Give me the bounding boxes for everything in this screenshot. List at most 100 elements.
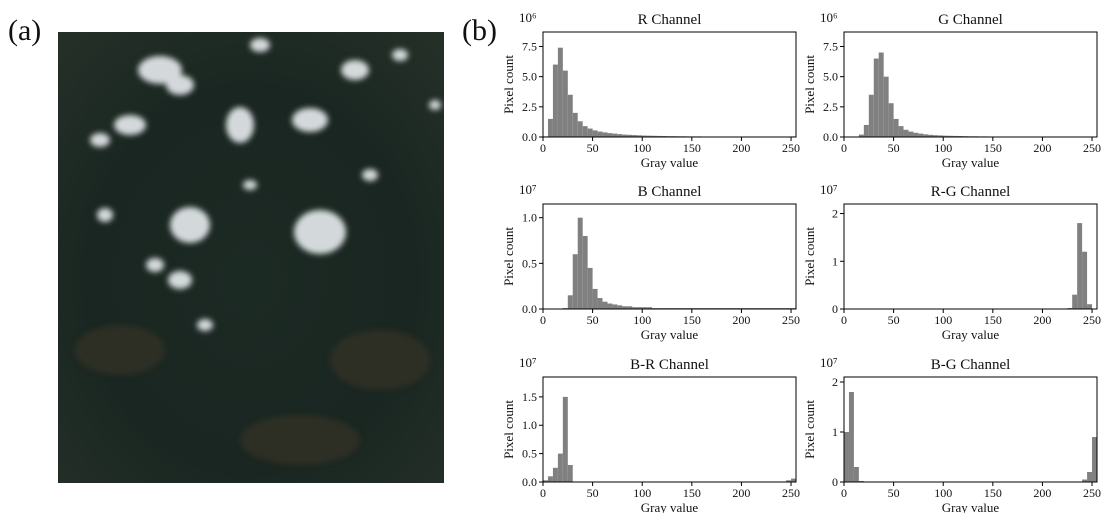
y-tick-label: 1.0 bbox=[522, 418, 537, 432]
histogram-bar bbox=[918, 133, 924, 137]
histogram-bar bbox=[791, 478, 796, 482]
histogram-bar bbox=[572, 254, 578, 309]
x-axis-label: Gray value bbox=[942, 155, 1000, 170]
y-axis-label: Pixel count bbox=[501, 227, 516, 286]
histogram-chart: 0 50 100 150 200 250 0.0 2.5 5.0 7.5 G Channel 10⁶ G… bbox=[802, 10, 1101, 170]
histogram-bar bbox=[908, 131, 914, 137]
histogram-bar bbox=[888, 103, 894, 137]
histogram-bar bbox=[547, 118, 553, 137]
histogram-bar bbox=[602, 132, 608, 137]
histogram-bar bbox=[627, 134, 633, 137]
x-tick-label: 150 bbox=[984, 313, 1002, 327]
x-tick-label: 50 bbox=[888, 486, 900, 500]
x-tick-label: 150 bbox=[683, 313, 701, 327]
x-tick-label: 200 bbox=[732, 141, 750, 155]
histogram-bar bbox=[637, 135, 643, 137]
plot-frame bbox=[542, 203, 797, 310]
plot-frame bbox=[843, 376, 1098, 483]
x-tick-label: 100 bbox=[934, 486, 952, 500]
histogram-bar bbox=[1082, 479, 1088, 482]
histogram-chart: 0 50 100 150 200 250 0 1 2 R-G Channel 10⁷ Gray val… bbox=[802, 182, 1101, 342]
y-scale-label: 10⁷ bbox=[820, 182, 838, 197]
y-tick-label: 1 bbox=[832, 254, 838, 268]
histogram-bar bbox=[652, 135, 658, 137]
x-tick-label: 200 bbox=[1033, 486, 1051, 500]
plot-frame bbox=[542, 376, 797, 483]
histogram-bar bbox=[923, 134, 929, 137]
histogram-chart: 0 50 100 150 200 250 0 1 2 B-G Channel 10⁷ Gray val… bbox=[802, 355, 1101, 513]
x-tick-label: 150 bbox=[683, 141, 701, 155]
y-tick-label: 0 bbox=[832, 302, 838, 316]
y-tick-label: 7.5 bbox=[823, 39, 838, 53]
histogram-bar bbox=[582, 126, 588, 137]
y-tick-label: 0.0 bbox=[522, 302, 537, 316]
y-scale-label: 10⁷ bbox=[519, 355, 537, 370]
histogram-bar bbox=[562, 396, 568, 482]
histogram-bar bbox=[567, 464, 573, 482]
x-tick-label: 100 bbox=[934, 141, 952, 155]
y-tick-label: 0 bbox=[832, 475, 838, 489]
plot-frame bbox=[843, 31, 1098, 138]
y-axis-label: Pixel count bbox=[501, 55, 516, 114]
histogram-bar bbox=[597, 298, 603, 309]
satellite-image bbox=[58, 32, 444, 483]
chart-title: G Channel bbox=[938, 12, 1003, 28]
chart-title: B-G Channel bbox=[931, 357, 1011, 373]
panel-label: (a) bbox=[8, 14, 41, 47]
histogram-bar bbox=[1092, 437, 1097, 482]
histogram-bar bbox=[632, 135, 638, 137]
histogram-bar bbox=[647, 135, 653, 137]
x-axis-label: Gray value bbox=[641, 327, 699, 342]
chart-title: R Channel bbox=[638, 12, 702, 28]
histogram-bar bbox=[637, 307, 643, 309]
x-tick-label: 250 bbox=[782, 141, 800, 155]
x-tick-label: 0 bbox=[540, 486, 546, 500]
histogram-bar bbox=[893, 118, 899, 137]
x-axis-label: Gray value bbox=[641, 500, 699, 513]
histogram-bar bbox=[607, 303, 613, 309]
y-scale-label: 10⁷ bbox=[519, 182, 537, 197]
histogram-bar bbox=[853, 467, 859, 482]
histogram-bar bbox=[953, 135, 959, 137]
x-tick-label: 200 bbox=[1033, 141, 1051, 155]
y-tick-label: 5.0 bbox=[823, 70, 838, 84]
y-tick-label: 5.0 bbox=[522, 70, 537, 84]
histogram-bar bbox=[567, 295, 573, 309]
histogram-bar bbox=[786, 480, 792, 482]
histogram-bar bbox=[602, 301, 608, 309]
x-tick-label: 200 bbox=[1033, 313, 1051, 327]
x-tick-label: 150 bbox=[984, 486, 1002, 500]
histogram-bar bbox=[557, 47, 563, 138]
histogram-bar bbox=[933, 135, 939, 137]
y-tick-label: 0.5 bbox=[522, 256, 537, 270]
y-axis-label: Pixel count bbox=[802, 400, 817, 459]
histogram-bar bbox=[858, 134, 864, 137]
histogram-bar bbox=[903, 129, 909, 137]
histogram-bar bbox=[642, 307, 648, 309]
x-tick-label: 250 bbox=[1083, 141, 1101, 155]
y-tick-label: 0.0 bbox=[522, 130, 537, 144]
histogram-bar bbox=[592, 288, 598, 309]
histogram-bar bbox=[577, 121, 583, 137]
chart-title: B Channel bbox=[638, 184, 702, 200]
y-tick-label: 1.0 bbox=[522, 211, 537, 225]
y-tick-label: 2 bbox=[832, 207, 838, 221]
histogram-chart: 0 50 100 150 200 250 0.0 0.5 1.0 1.5 B-R Channel 10… bbox=[501, 355, 800, 513]
histogram-bar bbox=[1077, 223, 1083, 309]
histogram-bar bbox=[552, 467, 558, 482]
histogram-chart: 0 50 100 150 200 250 0.0 2.5 5.0 7.5 R Channel 10⁶ G… bbox=[501, 10, 800, 170]
histogram-bar bbox=[647, 307, 653, 309]
x-tick-label: 0 bbox=[841, 313, 847, 327]
histogram-bar bbox=[552, 64, 558, 137]
histogram-bar bbox=[627, 306, 633, 309]
y-tick-label: 0.0 bbox=[823, 130, 838, 144]
y-tick-label: 2 bbox=[832, 375, 838, 389]
chart-title: R-G Channel bbox=[931, 184, 1011, 200]
y-tick-label: 0.0 bbox=[522, 475, 537, 489]
histogram-bar bbox=[597, 131, 603, 137]
histogram-bar bbox=[587, 128, 593, 137]
y-tick-label: 7.5 bbox=[522, 39, 537, 53]
x-tick-label: 50 bbox=[888, 313, 900, 327]
